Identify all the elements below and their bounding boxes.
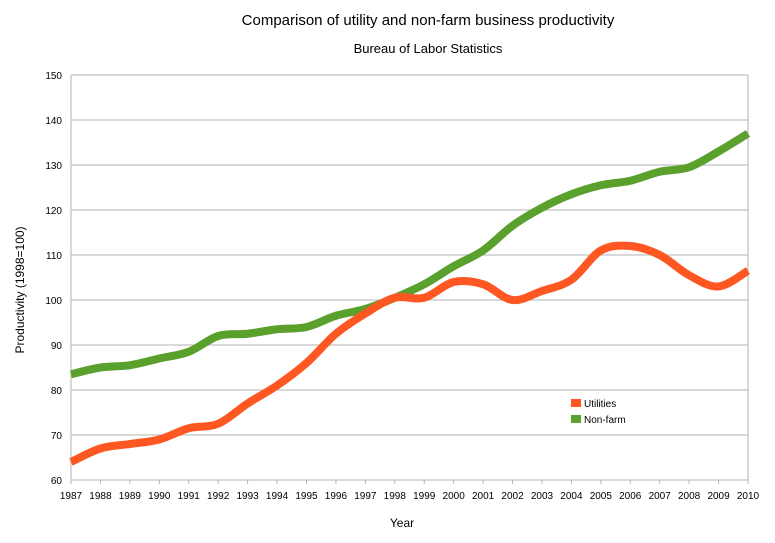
x-tick-label: 1996 xyxy=(325,491,348,502)
x-tick-label: 2008 xyxy=(678,491,701,502)
chart-subtitle: Bureau of Labor Statistics xyxy=(354,41,503,56)
x-tick-label: 2009 xyxy=(707,491,730,502)
x-tick-label: 1990 xyxy=(148,491,171,502)
y-tick-label: 70 xyxy=(51,431,63,442)
x-tick-label: 1988 xyxy=(89,491,112,502)
y-tick-label: 80 xyxy=(51,386,63,397)
chart-title: Comparison of utility and non-farm busin… xyxy=(242,12,615,29)
series-line-non-farm xyxy=(70,130,751,379)
y-axis-label: Productivity (1998=100) xyxy=(13,226,27,353)
y-tick-label: 60 xyxy=(51,476,63,487)
legend-swatch-non-farm xyxy=(571,415,581,423)
x-tick-label: 1994 xyxy=(266,491,289,502)
x-tick-label: 1991 xyxy=(178,491,201,502)
y-tick-label: 110 xyxy=(46,251,62,262)
y-tick-label: 100 xyxy=(45,296,62,307)
x-tick-label: 2005 xyxy=(590,491,613,502)
legend-label-utilities: Utilities xyxy=(584,399,616,410)
y-tick-label: 90 xyxy=(51,341,63,352)
x-tick-label: 1997 xyxy=(354,491,377,502)
x-tick-label: 2003 xyxy=(531,491,554,502)
x-tick-label: 1987 xyxy=(60,491,83,502)
x-tick-label: 2010 xyxy=(737,491,760,502)
y-tick-label: 140 xyxy=(45,116,62,127)
x-tick-label: 2007 xyxy=(649,491,672,502)
x-tick-label: 2000 xyxy=(443,491,466,502)
legend-label-non-farm: Non-farm xyxy=(584,415,626,426)
x-tick-label: 1993 xyxy=(236,491,259,502)
x-axis-label: Year xyxy=(390,516,414,530)
x-tick-label: 1999 xyxy=(413,491,436,502)
series-line-utilities xyxy=(69,241,751,466)
y-tick-label: 120 xyxy=(45,206,62,217)
x-tick-label: 1998 xyxy=(384,491,407,502)
x-tick-label: 2004 xyxy=(560,491,583,502)
legend: Utilities Non-farm xyxy=(571,399,626,426)
x-tick-label: 2006 xyxy=(619,491,642,502)
y-tick-label: 150 xyxy=(45,71,62,82)
x-tick-label: 2002 xyxy=(501,491,524,502)
x-tick-label: 2001 xyxy=(472,491,495,502)
plot-area: 60 70 80 90 100 110 120 130 140 150 1987 1988 1989 19… xyxy=(45,71,759,502)
legend-swatch-utilities xyxy=(571,399,581,407)
x-tick-label: 1992 xyxy=(207,491,230,502)
x-tick-label: 1995 xyxy=(295,491,318,502)
x-tick-label: 1989 xyxy=(119,491,142,502)
y-tick-label: 130 xyxy=(45,161,62,172)
